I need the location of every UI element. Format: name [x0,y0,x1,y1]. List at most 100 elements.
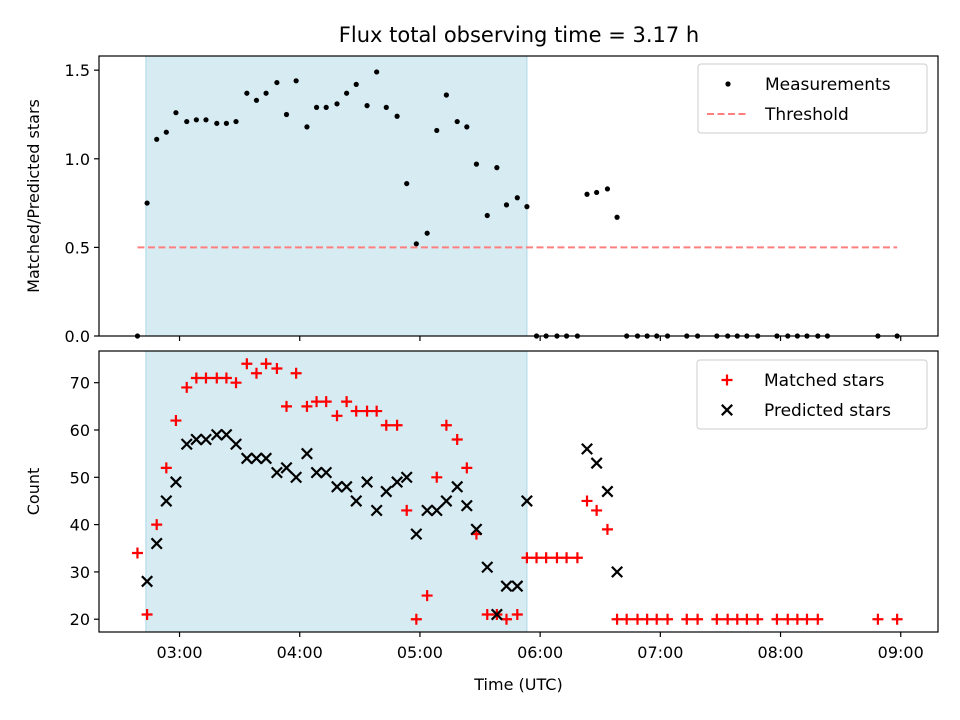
data-point [460,499,473,512]
data-point [430,504,443,517]
data-point [364,103,370,109]
y-tick-label: 0.0 [65,327,90,346]
data-point [631,613,643,625]
data-point [263,90,269,96]
legend-box [696,359,928,430]
data-point [461,462,473,474]
data-point [331,410,343,422]
data-point [240,452,253,465]
data-point [421,590,433,602]
y-tick-label: 0.5 [65,238,90,257]
data-point [300,447,313,460]
data-point [341,396,353,408]
data-point [401,504,413,516]
data-point [611,565,624,578]
data-point [591,504,603,516]
shaded-region [145,56,527,336]
data-point [692,613,704,625]
axes-frame [98,350,939,633]
legend-label: Matched stars [764,371,884,391]
data-point [230,377,242,389]
data-point [464,124,470,130]
data-point [190,372,202,384]
data-point [301,400,313,412]
data-point [350,494,363,507]
data-point [404,180,410,187]
data-point [604,186,611,192]
y-tick-label: 70 [70,374,90,393]
data-point [180,438,193,451]
data-point [413,241,419,247]
data-point [271,363,283,375]
data-point [280,461,293,474]
data-point [169,476,182,489]
data-point [340,480,353,493]
data-point [200,372,212,384]
data-point [872,613,884,625]
x-tick-label: 05:00 [397,643,443,662]
data-point [200,433,212,446]
data-point [193,117,199,123]
data-point [782,613,794,625]
data-point [151,519,163,531]
data-point [651,613,663,625]
data-point [621,613,633,625]
data-point [470,523,483,536]
data-point [421,504,434,517]
data-point [521,552,533,564]
data-point [173,110,179,116]
data-point [500,613,512,625]
data-point [233,118,239,125]
data-point [250,452,263,465]
data-point [431,471,443,483]
data-point [391,476,404,489]
x-tick-label: 09:00 [878,643,924,662]
data-point [584,191,590,197]
data-point [320,396,332,408]
data-point [283,111,290,118]
count-panel: 20 30 40 50 60 70 03:00 04:00 05:00 06:00 07:00 08:… [24,350,939,694]
data-point [253,97,260,103]
series-matched-stars [131,358,903,625]
data-point [310,466,323,479]
shaded-region [145,351,527,632]
data-point [520,494,533,507]
y-tick-label: 30 [70,563,90,582]
data-point [170,415,182,427]
y-tick-label: 20 [70,610,90,629]
data-point [220,428,233,441]
axes-frame [98,55,939,337]
data-point [812,613,824,625]
data-point [371,405,383,417]
data-point [244,90,250,96]
ratio-panel: 0.0 0.5 1.0 1.5 Matched/Predicted stars Measu… [24,55,939,346]
data-point [350,405,362,417]
data-point [581,442,593,455]
data-point [394,113,400,119]
data-point [281,400,293,412]
x-tick-label: 07:00 [637,643,683,662]
data-point [210,428,223,441]
data-point [451,433,463,445]
data-point [353,81,359,87]
data-point [260,452,273,465]
data-point [891,613,903,625]
data-point [590,457,603,470]
data-point [160,494,173,507]
data-point [611,613,623,625]
legend-swatch [725,81,731,87]
data-point [141,575,154,588]
x-tick-label: 04:00 [277,643,323,662]
data-point [160,462,172,474]
data-point [220,372,232,384]
data-point [551,552,563,564]
data-point [334,101,340,107]
data-point [481,561,494,574]
data-point [494,165,500,171]
data-point [320,466,333,479]
data-point [290,471,303,484]
data-point [184,118,190,125]
data-point [250,367,262,379]
figure-title: Flux total observing time = 3.17 h [339,23,699,47]
data-point [500,580,513,593]
